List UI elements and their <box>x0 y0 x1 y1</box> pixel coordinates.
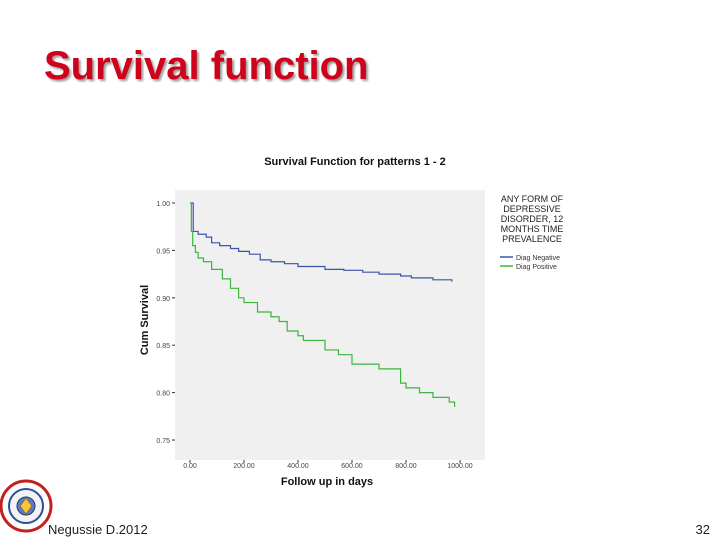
university-seal-logo <box>0 479 53 533</box>
series-lines <box>190 202 456 407</box>
chart-title: Survival Function for patterns 1 - 2 <box>264 156 446 168</box>
x-tick-label: 800.00 <box>395 463 417 470</box>
legend-title-line: MONTHS TIME <box>501 224 564 234</box>
y-tick-label: 0.95 <box>156 248 170 255</box>
footer-author: Negussie D.2012 <box>48 522 148 537</box>
y-tick-label: 0.80 <box>156 391 170 398</box>
y-tick-label: 0.85 <box>156 343 170 350</box>
x-axis: 0.00 200.00 400.00 600.00 800.00 1000.00 <box>183 460 473 470</box>
y-tick-label: 0.90 <box>156 296 170 303</box>
series-line-1 <box>190 202 456 407</box>
legend-title-line: PREVALENCE <box>502 234 562 244</box>
plot-area <box>175 190 485 460</box>
page-number: 32 <box>695 522 710 537</box>
y-tick-label: 0.75 <box>156 438 170 445</box>
series-line-0 <box>190 202 453 282</box>
x-tick-label: 200.00 <box>233 463 255 470</box>
x-tick-label: 400.00 <box>287 463 309 470</box>
x-tick-label: 0.00 <box>183 463 197 470</box>
x-tick-label: 1000.00 <box>447 463 472 470</box>
y-axis: 1.00 0.95 0.90 0.85 0.80 0.75 <box>156 201 175 445</box>
legend-label: Diag Negative <box>516 255 560 262</box>
x-axis-label: Follow up in days <box>281 476 373 488</box>
x-tick-label: 600.00 <box>341 463 363 470</box>
legend-title-line: ANY FORM OF <box>501 194 564 204</box>
y-axis-label: Cum Survival <box>139 285 151 355</box>
legend-title-line: DISORDER, 12 <box>501 214 564 224</box>
legend-label: Diag Positive <box>516 264 557 271</box>
y-tick-label: 1.00 <box>156 201 170 208</box>
slide-title: Survival function <box>44 44 369 88</box>
legend-title-line: DEPRESSIVE <box>503 204 561 214</box>
